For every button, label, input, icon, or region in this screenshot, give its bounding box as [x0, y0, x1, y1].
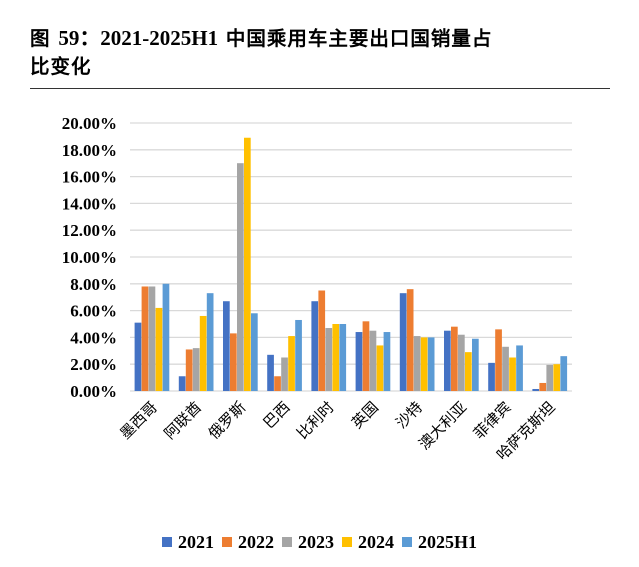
y-tick-label: 18.00% [62, 141, 117, 160]
bar-2023-9 [546, 364, 554, 391]
bar-2024-2 [244, 137, 251, 391]
y-tick-label: 6.00% [70, 302, 117, 321]
bar-series [134, 137, 568, 391]
bar-2024-9 [553, 364, 561, 391]
bar-2023-8 [502, 346, 509, 391]
bar-2022-5 [362, 321, 370, 391]
bar-2023-3 [281, 357, 288, 391]
bar-2021-6 [399, 293, 407, 391]
figure-number: 59：2021-2025H1 [58, 26, 219, 50]
figure-title-line1: 中国乘用车主要出口国销量占 [218, 27, 493, 50]
y-tick-label: 0.00% [70, 382, 117, 401]
bar-2022-0 [141, 286, 149, 391]
legend-label: 2022 [237, 531, 274, 552]
y-axis: 0.00% 2.00% 4.00% 6.00% 8.00% 10.00% 12.00% 14.… [62, 114, 117, 401]
y-tick-label: 12.00% [62, 221, 117, 240]
bar-2021-8 [488, 362, 495, 391]
bar-2024-6 [420, 337, 428, 391]
bar-2022-2 [230, 333, 237, 391]
bar-2021-4 [311, 301, 319, 391]
legend-label: 2025H1 [417, 531, 477, 552]
x-tick-label: 俄罗斯 [205, 398, 250, 443]
legend-item-2023: 2023 [281, 531, 334, 553]
x-tick-label: 英国 [348, 398, 382, 432]
bar-2024-7 [465, 352, 472, 391]
x-tick-label: 墨西哥 [116, 398, 161, 443]
bar-2021-0 [134, 322, 142, 391]
bar-2023-6 [413, 336, 421, 391]
bar-2022-7 [451, 326, 458, 391]
bar-2023-4 [325, 328, 333, 391]
legend-swatch-icon [281, 537, 292, 547]
bar-2023-0 [148, 286, 156, 391]
bar-2024-5 [376, 345, 384, 391]
legend-label: 2023 [297, 531, 334, 552]
bar-2022-8 [495, 329, 502, 391]
bar-2023-5 [369, 330, 377, 391]
chart-legend: 2021 2022 2023 2024 2025H1 [0, 531, 639, 553]
bar-2022-1 [185, 349, 193, 391]
bar-2022-6 [406, 289, 414, 391]
x-tick-label: 沙特 [392, 398, 426, 432]
legend-item-2024: 2024 [341, 531, 394, 553]
y-tick-label: 16.00% [62, 168, 117, 187]
legend-swatch-icon [221, 537, 232, 547]
bar-2022-4 [318, 290, 326, 391]
bar-2025H1-0 [162, 283, 170, 391]
bar-2021-7 [444, 330, 451, 391]
bar-2025H1-3 [295, 319, 302, 391]
x-tick-label: 澳大利亚 [415, 398, 470, 453]
x-tick-label: 巴西 [260, 398, 294, 432]
bar-2025H1-6 [427, 337, 435, 391]
x-tick-label: 阿联酋 [161, 398, 206, 443]
y-tick-label: 20.00% [62, 114, 117, 133]
bar-2025H1-8 [516, 345, 523, 391]
legend-item-2022: 2022 [221, 531, 274, 553]
bar-2025H1-9 [560, 356, 568, 391]
bar-2022-9 [539, 382, 547, 391]
legend-label: 2021 [177, 531, 214, 552]
y-tick-label: 2.00% [70, 355, 117, 374]
legend-label: 2024 [357, 531, 394, 552]
y-tick-label: 4.00% [70, 328, 117, 347]
legend-item-2025H1: 2025H1 [401, 531, 477, 553]
figure-title-line2: 比变化 [30, 55, 92, 78]
bar-2021-3 [267, 354, 274, 391]
bar-2025H1-5 [383, 332, 391, 391]
bar-2023-2 [237, 163, 244, 391]
title-divider [30, 88, 610, 89]
legend-swatch-icon [401, 537, 412, 547]
bar-2021-2 [223, 301, 230, 391]
bar-2025H1-4 [339, 324, 347, 391]
figure-title: 图 59：2021-2025H1 中国乘用车主要出口国销量占 比变化 [30, 24, 615, 81]
legend-item-2021: 2021 [161, 531, 214, 553]
bar-2022-3 [274, 376, 281, 391]
bar-2025H1-7 [472, 338, 479, 391]
bar-2023-1 [192, 348, 200, 391]
y-tick-label: 14.00% [62, 194, 117, 213]
bar-2025H1-2 [251, 313, 258, 391]
bar-2024-8 [509, 357, 516, 391]
y-tick-label: 10.00% [62, 248, 117, 267]
bar-2024-4 [332, 324, 340, 391]
legend-swatch-icon [341, 537, 352, 547]
legend-swatch-icon [161, 537, 172, 547]
bar-2021-5 [355, 332, 363, 391]
bar-2024-1 [199, 315, 207, 391]
bar-2024-3 [288, 336, 295, 391]
bar-2025H1-1 [206, 293, 214, 391]
y-tick-label: 8.00% [70, 275, 117, 294]
bar-2021-1 [178, 376, 186, 391]
bar-2021-9 [532, 388, 540, 391]
figure-label: 图 [30, 27, 51, 50]
bar-2023-7 [458, 334, 465, 391]
x-tick-label: 比利时 [293, 398, 338, 443]
bar-2024-0 [155, 307, 163, 391]
